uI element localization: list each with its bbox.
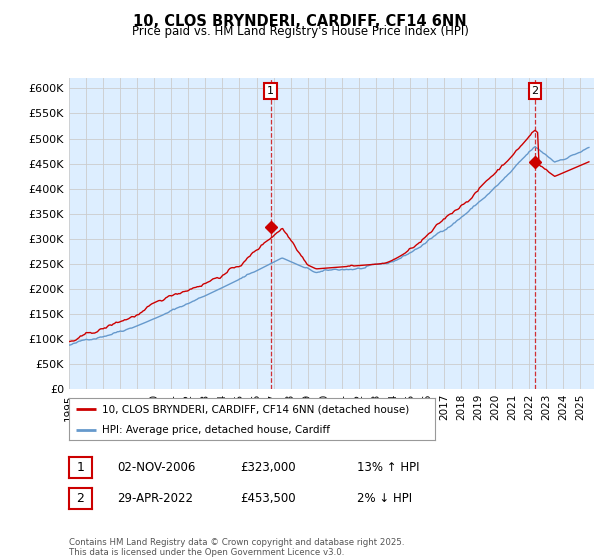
Text: 2: 2: [76, 492, 85, 505]
Text: 02-NOV-2006: 02-NOV-2006: [117, 461, 196, 474]
Text: £323,000: £323,000: [240, 461, 296, 474]
Text: £453,500: £453,500: [240, 492, 296, 505]
Text: 2% ↓ HPI: 2% ↓ HPI: [357, 492, 412, 505]
Text: 29-APR-2022: 29-APR-2022: [117, 492, 193, 505]
Text: 2: 2: [532, 86, 538, 96]
Text: 1: 1: [267, 86, 274, 96]
Text: HPI: Average price, detached house, Cardiff: HPI: Average price, detached house, Card…: [102, 426, 330, 435]
Text: Price paid vs. HM Land Registry's House Price Index (HPI): Price paid vs. HM Land Registry's House …: [131, 25, 469, 38]
Text: 10, CLOS BRYNDERI, CARDIFF, CF14 6NN: 10, CLOS BRYNDERI, CARDIFF, CF14 6NN: [133, 14, 467, 29]
Text: 1: 1: [76, 461, 85, 474]
Text: 10, CLOS BRYNDERI, CARDIFF, CF14 6NN (detached house): 10, CLOS BRYNDERI, CARDIFF, CF14 6NN (de…: [102, 404, 409, 414]
Text: 13% ↑ HPI: 13% ↑ HPI: [357, 461, 419, 474]
Text: Contains HM Land Registry data © Crown copyright and database right 2025.
This d: Contains HM Land Registry data © Crown c…: [69, 538, 404, 557]
